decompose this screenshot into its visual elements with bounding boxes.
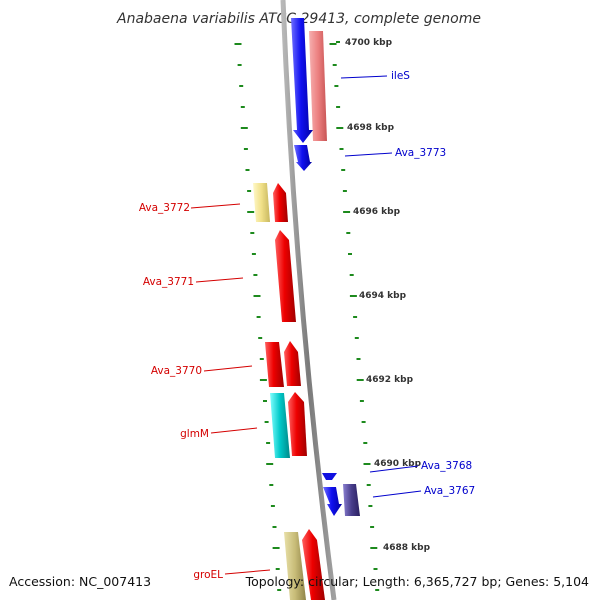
gene-label-groEL[interactable]: groEL	[193, 569, 223, 581]
kbp-label: 4696 kbp	[353, 207, 401, 217]
gene-Ava_3770-partner[interactable]	[265, 342, 284, 387]
gene-Ava_3771[interactable]	[275, 230, 296, 322]
gene-Ava_3767-neighbor[interactable]	[343, 484, 360, 516]
gene-label-Ava_3773[interactable]: Ava_3773	[395, 147, 446, 159]
gene-groEL-partner[interactable]	[284, 532, 306, 600]
gene-label-Ava_3767[interactable]: Ava_3767	[424, 485, 475, 497]
gene-label-ileS[interactable]: ileS	[391, 70, 410, 82]
gene-Ava_3772[interactable]	[273, 183, 288, 222]
kbp-label: 4690 kbp	[374, 459, 422, 469]
gene-Ava_3768[interactable]	[322, 473, 337, 480]
gene-label-glmM[interactable]: glmM	[180, 428, 209, 440]
accession-text: Accession: NC_007413	[9, 574, 151, 589]
genome-summary-text: Topology: circular; Length: 6,365,727 bp…	[245, 574, 589, 589]
gene-label-Ava_3770[interactable]: Ava_3770	[151, 365, 202, 377]
gene-Ava_3767[interactable]	[323, 487, 342, 516]
tick-marks-right	[329, 43, 380, 591]
gene-glmM[interactable]	[288, 392, 307, 456]
kbp-label: 4700 kbp	[345, 38, 393, 48]
kbp-label: 4698 kbp	[347, 123, 395, 133]
tick-marks-left	[234, 43, 282, 591]
gene-glmM-partner[interactable]	[270, 393, 290, 458]
gene-groEL[interactable]	[302, 529, 325, 600]
gene-label-Ava_3771[interactable]: Ava_3771	[143, 276, 194, 288]
gene-ileS[interactable]	[291, 18, 313, 143]
kbp-label: 4694 kbp	[359, 291, 407, 301]
kbp-label: 4688 kbp	[383, 543, 431, 553]
gene-Ava_3770[interactable]	[284, 341, 301, 386]
gene-labels: ileS Ava_3773 Ava_3772 Ava_3771 Ava_3770…	[139, 70, 475, 581]
gene-Ava_3773[interactable]	[294, 145, 312, 171]
kbp-label: 4692 kbp	[366, 375, 414, 385]
gene-label-Ava_3768[interactable]: Ava_3768	[421, 460, 472, 472]
kbp-labels: 4700 kbp 4698 kbp 4696 kbp 4694 kbp 4692…	[336, 38, 431, 553]
gene-Ava_3772-partner[interactable]	[253, 183, 270, 222]
gene-ileS-partner[interactable]	[309, 31, 327, 141]
genome-backbone	[280, 0, 337, 600]
gene-label-Ava_3772[interactable]: Ava_3772	[139, 202, 190, 214]
gene-label-lines	[190, 75, 422, 575]
